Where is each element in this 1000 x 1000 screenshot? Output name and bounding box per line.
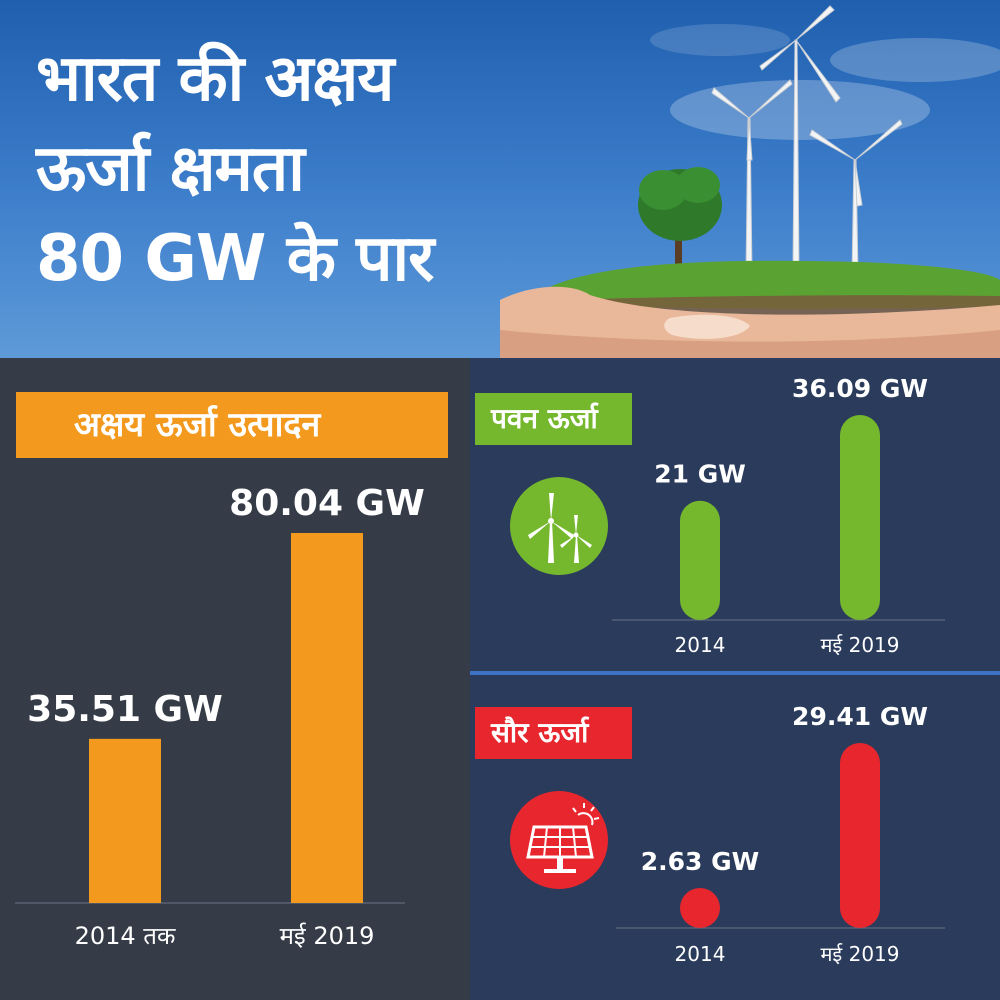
total-capacity-panel [0,358,470,1000]
wind-turbine-icon [510,477,608,575]
solar-panel-icon [510,791,608,889]
total-bar-2 [291,533,363,903]
total-value-label-2: 80.04 GW [229,483,425,524]
solar-category-label-1: 2014 [675,942,726,966]
title-line-1: भारत की अक्षय [36,42,394,116]
solar-bar-1 [680,888,720,928]
wind-chart-title: पवन ऊर्जा [475,393,632,445]
wind-category-label-1: 2014 [675,633,726,657]
wind-bar-1 [680,500,720,620]
wind-bar-2 [840,415,880,620]
solar-bar-2 [840,743,880,928]
total-bar-1 [89,738,161,903]
page-title: भारत की अक्षय ऊर्जा क्षमता 80 GW के पार [36,34,556,304]
total-value-label-1: 35.51 GW [27,689,223,730]
hand-wind-turbine-illustration [500,5,1000,358]
wind-value-label-2: 36.09 GW [792,374,928,403]
total-category-label-2: मई 2019 [280,922,375,950]
title-line-3: 80 GW के पार [36,222,434,296]
solar-value-label-1: 2.63 GW [641,847,759,876]
hero-section: भारत की अक्षय ऊर्जा क्षमता 80 GW के पार [0,0,1000,358]
total-chart-title: अक्षय ऊर्जा उत्पादन [16,392,448,458]
solar-category-label-2: मई 2019 [820,942,899,966]
wind-category-label-2: मई 2019 [820,633,899,657]
title-line-2: ऊर्जा क्षमता [36,132,305,206]
wind-value-label-1: 21 GW [654,460,746,489]
wind-solar-panel [470,358,1000,1000]
solar-value-label-2: 29.41 GW [792,702,928,731]
total-category-label-1: 2014 तक [75,922,176,950]
solar-chart-title: सौर ऊर्जा [475,707,632,759]
section-divider [470,671,1000,675]
